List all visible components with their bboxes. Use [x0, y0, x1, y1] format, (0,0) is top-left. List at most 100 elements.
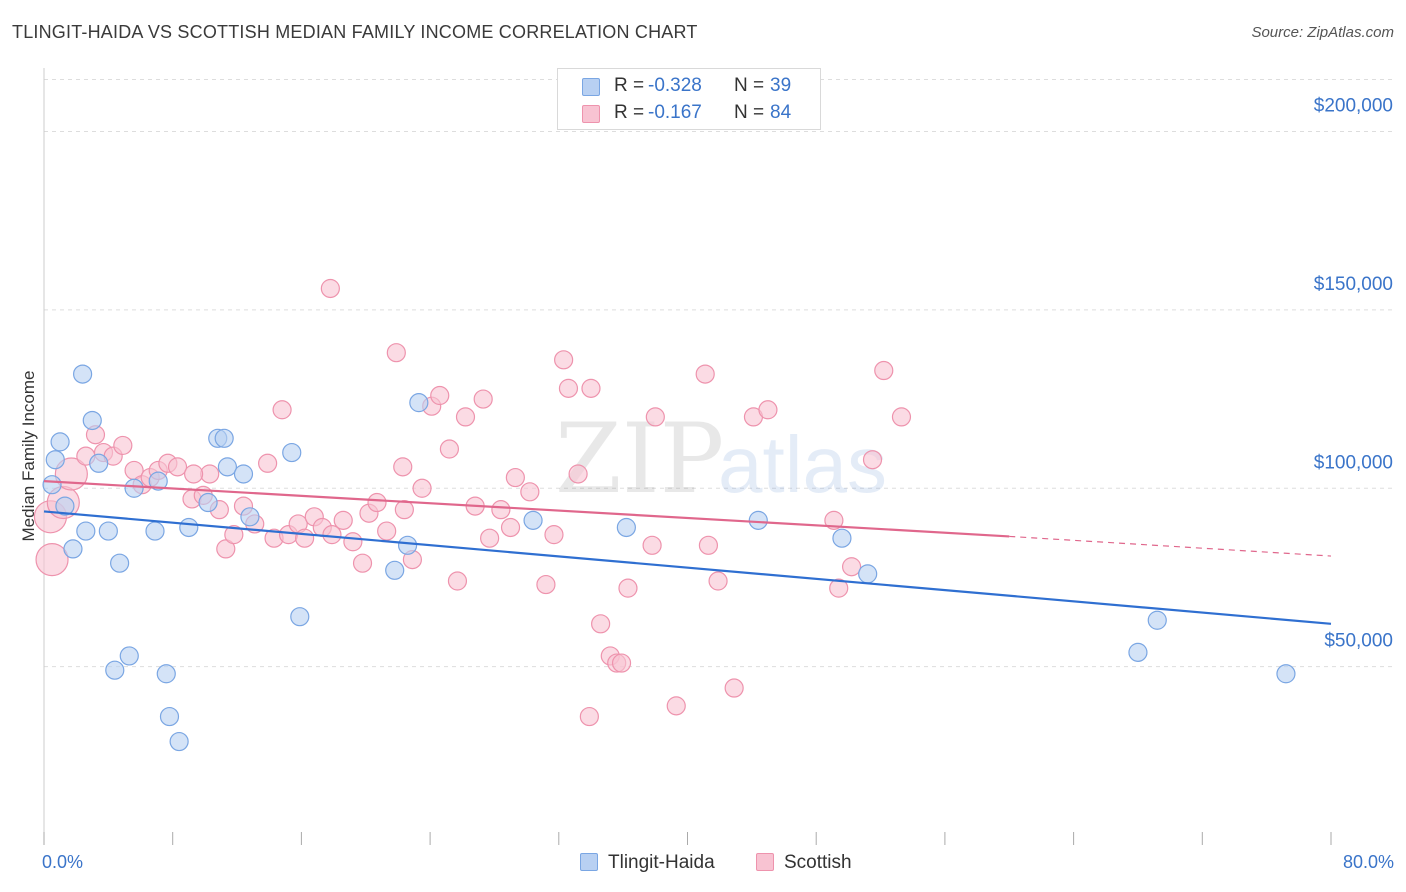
data-point: [491, 500, 511, 520]
data-point: [119, 646, 139, 666]
data-point: [258, 453, 278, 473]
n-label: N =: [734, 102, 765, 123]
n-value: 84: [770, 102, 792, 123]
y-tick-label: $200,000: [1314, 96, 1393, 117]
r-label: R =: [614, 102, 645, 123]
data-point: [184, 464, 204, 484]
y-tick-label: $50,000: [1324, 631, 1393, 652]
trend-line-scottish: [43, 480, 1010, 538]
data-point: [832, 528, 852, 548]
r-value: -0.167: [648, 102, 702, 123]
data-point: [568, 464, 588, 484]
data-point: [393, 457, 413, 477]
series-tlingit-haida: [42, 364, 1296, 752]
data-point: [367, 492, 387, 513]
data-point: [50, 432, 70, 452]
blue-swatch: [580, 853, 598, 871]
data-point: [156, 664, 176, 684]
data-point: [618, 578, 638, 598]
data-point: [544, 525, 564, 545]
data-point: [73, 364, 93, 384]
data-point: [352, 553, 373, 573]
watermark-atlas: atlas: [718, 420, 887, 509]
data-point: [386, 343, 406, 363]
data-point: [76, 521, 96, 541]
watermark: ZIP atlas: [555, 403, 887, 515]
data-point: [1147, 610, 1167, 630]
data-point: [862, 450, 883, 470]
data-point: [473, 389, 493, 409]
data-point: [320, 278, 340, 299]
data-point: [89, 453, 109, 473]
data-point: [82, 410, 102, 431]
data-point: [397, 535, 418, 555]
data-point: [148, 471, 168, 491]
data-point: [377, 521, 397, 541]
data-point: [290, 607, 310, 627]
data-point: [333, 510, 353, 530]
data-point: [98, 521, 118, 541]
blue-swatch: [582, 78, 600, 96]
data-point: [394, 500, 414, 520]
data-point: [216, 539, 236, 559]
data-point: [1276, 664, 1296, 684]
data-point: [611, 653, 632, 673]
legend-label: Tlingit-Haida: [608, 852, 715, 873]
data-point: [439, 439, 460, 459]
data-point: [824, 510, 844, 530]
data-point: [447, 571, 468, 591]
chart-title: TLINGIT-HAIDA VS SCOTTISH MEDIAN FAMILY …: [12, 22, 698, 42]
y-axis-label: Median Family Income: [19, 370, 38, 541]
legend-item-scottish[interactable]: Scottish: [756, 852, 852, 874]
data-point: [758, 400, 778, 420]
data-point: [295, 528, 315, 548]
data-point: [167, 457, 188, 477]
data-point: [110, 553, 130, 573]
watermark-zip: ZIP: [555, 403, 724, 515]
trend-line-scottish-extrapolated: [1009, 535, 1332, 557]
data-point: [272, 400, 292, 420]
legend-label: Scottish: [784, 852, 852, 873]
data-point: [616, 517, 636, 538]
data-point: [581, 378, 601, 398]
data-point: [698, 535, 719, 555]
data-point: [113, 435, 133, 456]
data-point: [343, 532, 363, 552]
data-point: [874, 360, 894, 381]
y-tick-label: $150,000: [1314, 274, 1393, 295]
data-point: [554, 350, 574, 370]
data-point: [145, 521, 165, 541]
data-point: [536, 574, 556, 595]
data-point: [724, 678, 744, 698]
series-legend: Tlingit-Haida Scottish: [0, 852, 1406, 876]
n-value: 39: [770, 75, 792, 96]
pink-swatch: [756, 853, 774, 871]
data-point: [841, 557, 862, 577]
series-scottish: [33, 278, 912, 727]
data-point: [45, 450, 65, 470]
r-value: -0.328: [648, 75, 702, 96]
data-point: [642, 535, 662, 555]
data-point: [217, 457, 237, 477]
data-point: [645, 407, 665, 427]
legend-item-tlingit-haida[interactable]: Tlingit-Haida: [580, 852, 715, 874]
data-point: [1128, 642, 1148, 662]
data-point: [240, 507, 260, 527]
data-point: [55, 496, 75, 516]
data-point: [159, 706, 180, 727]
data-point: [666, 696, 686, 716]
data-point: [695, 364, 715, 384]
data-point: [455, 407, 476, 427]
data-point: [829, 578, 849, 598]
data-point: [198, 492, 218, 513]
data-point: [214, 428, 234, 448]
data-point: [224, 525, 244, 545]
n-label: N =: [734, 75, 765, 96]
data-point: [282, 442, 302, 463]
data-point: [124, 478, 144, 498]
data-point: [520, 482, 540, 502]
r-label: R =: [614, 75, 645, 96]
data-point: [385, 560, 405, 580]
data-point: [591, 614, 611, 634]
